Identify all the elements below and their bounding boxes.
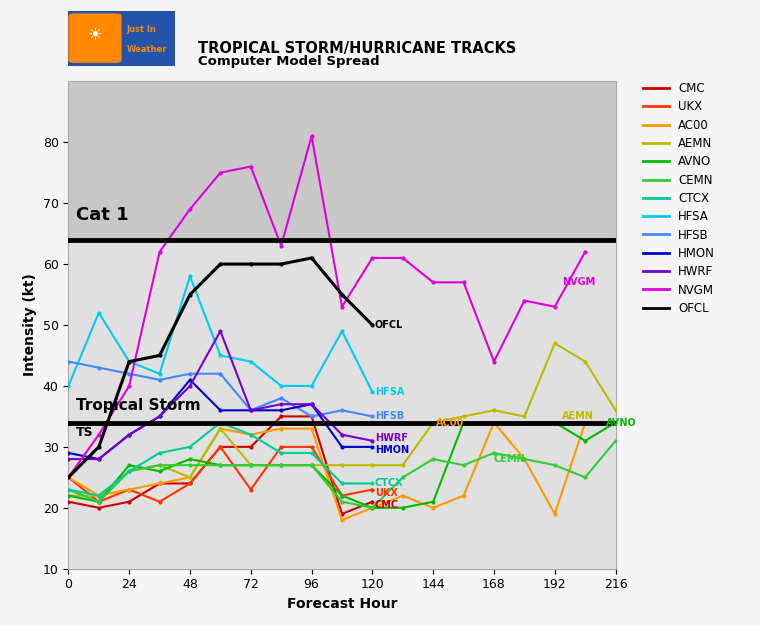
Bar xyxy=(68,239,616,569)
Text: AC00: AC00 xyxy=(435,418,464,428)
Text: UKX: UKX xyxy=(375,488,397,498)
Text: HFSA: HFSA xyxy=(375,387,404,397)
FancyBboxPatch shape xyxy=(68,13,122,63)
Text: HMON: HMON xyxy=(375,445,409,455)
Text: CEMN: CEMN xyxy=(494,454,526,464)
Text: ☀: ☀ xyxy=(87,26,103,44)
Text: HFSB: HFSB xyxy=(375,411,404,421)
Text: OFCL: OFCL xyxy=(375,320,404,330)
Text: HWRF: HWRF xyxy=(375,432,408,442)
X-axis label: Forecast Hour: Forecast Hour xyxy=(287,597,397,611)
Bar xyxy=(68,51,616,239)
Text: NVGM: NVGM xyxy=(562,278,596,288)
Text: Computer Model Spread: Computer Model Spread xyxy=(198,55,379,68)
Text: CMC: CMC xyxy=(375,500,399,510)
Legend: CMC, UKX, AC00, AEMN, AVNO, CEMN, CTCX, HFSA, HFSB, HMON, HWRF, NVGM, OFCL: CMC, UKX, AC00, AEMN, AVNO, CEMN, CTCX, … xyxy=(638,78,720,319)
Text: Tropical Storm: Tropical Storm xyxy=(76,398,201,413)
Text: AVNO: AVNO xyxy=(606,418,636,428)
Text: TS: TS xyxy=(76,426,93,439)
Text: CTCX: CTCX xyxy=(375,479,404,489)
Text: TROPICAL STORM/HURRICANE TRACKS: TROPICAL STORM/HURRICANE TRACKS xyxy=(198,41,516,56)
Text: Just In: Just In xyxy=(127,26,157,34)
Text: AEMN: AEMN xyxy=(562,411,594,421)
Text: Weather: Weather xyxy=(127,44,167,54)
Y-axis label: Intensity (kt): Intensity (kt) xyxy=(23,274,37,376)
Text: Cat 1: Cat 1 xyxy=(76,206,128,224)
